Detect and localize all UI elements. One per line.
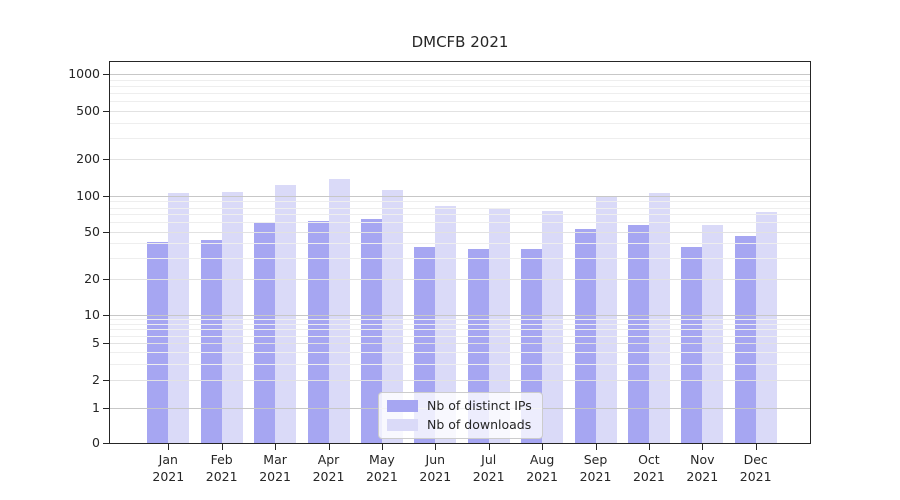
y-tick-200: [103, 159, 109, 160]
year-label: 2021: [472, 468, 505, 484]
month-label: Aug: [529, 452, 555, 467]
bar-nb-of-downloads-nov-2021: [702, 225, 724, 443]
month-label: Apr: [317, 452, 340, 467]
x-tick-label-oct-2021: Oct 2021: [617, 452, 681, 485]
month-label: Oct: [638, 452, 660, 467]
legend-item-nb-of-distinct-ips: Nb of distinct IPs: [387, 398, 532, 413]
y-tick-label-200: 200: [76, 151, 100, 166]
x-tick-nov-2021: [702, 444, 703, 450]
x-tick-feb-2021: [222, 444, 223, 450]
x-tick-mar-2021: [275, 444, 276, 450]
y-tick-100: [103, 196, 109, 197]
year-label: 2021: [739, 468, 772, 484]
x-tick-label-jan-2021: Jan 2021: [136, 452, 200, 485]
month-label: Sep: [583, 452, 608, 467]
month-label: Jul: [481, 452, 497, 467]
y-tick-label-2: 2: [92, 372, 100, 387]
month-label: May: [368, 452, 395, 467]
y-tick-label-0: 0: [92, 435, 100, 450]
x-tick-label-jun-2021: Jun 2021: [403, 452, 467, 485]
bar-nb-of-downloads-sep-2021: [595, 196, 617, 443]
bar-nb-of-downloads-apr-2021: [328, 178, 350, 443]
legend-label-nb-of-downloads: Nb of downloads: [427, 417, 532, 432]
y-tick-label-500: 500: [76, 103, 100, 118]
x-tick-label-nov-2021: Nov 2021: [670, 452, 734, 485]
month-label: Dec: [743, 452, 768, 467]
month-label: Jun: [425, 452, 446, 467]
chart-title: DMCFB 2021: [411, 33, 509, 51]
y-tick-5: [103, 343, 109, 344]
x-tick-sep-2021: [596, 444, 597, 450]
x-tick-dec-2021: [756, 444, 757, 450]
x-tick-label-sep-2021: Sep 2021: [564, 452, 628, 485]
y-tick-label-5: 5: [92, 335, 100, 350]
bar-nb-of-downloads-dec-2021: [755, 212, 777, 443]
y-tick-500: [103, 111, 109, 112]
bar-nb-of-distinct-ips-feb-2021: [200, 239, 222, 443]
bar-nb-of-downloads-feb-2021: [221, 192, 243, 443]
x-tick-label-feb-2021: Feb 2021: [190, 452, 254, 485]
bar-nb-of-distinct-ips-dec-2021: [734, 236, 756, 443]
x-tick-label-may-2021: May 2021: [350, 452, 414, 485]
x-tick-jun-2021: [435, 444, 436, 450]
bar-nb-of-distinct-ips-may-2021: [360, 219, 382, 443]
y-tick-20: [103, 279, 109, 280]
bar-nb-of-distinct-ips-mar-2021: [254, 222, 276, 443]
year-label: 2021: [259, 468, 291, 484]
x-tick-label-jul-2021: Jul 2021: [457, 452, 521, 485]
legend-swatch-nb-of-distinct-ips: [387, 399, 418, 412]
x-tick-label-mar-2021: Mar 2021: [243, 452, 307, 485]
x-tick-aug-2021: [542, 444, 543, 450]
y-tick-2: [103, 380, 109, 381]
bar-nb-of-distinct-ips-jan-2021: [147, 242, 169, 443]
bar-nb-of-distinct-ips-oct-2021: [627, 225, 649, 443]
x-tick-label-apr-2021: Apr 2021: [297, 452, 361, 485]
y-tick-1000: [103, 74, 109, 75]
legend-swatch-nb-of-downloads: [387, 418, 418, 431]
bar-nb-of-distinct-ips-nov-2021: [681, 247, 703, 443]
bar-nb-of-distinct-ips-sep-2021: [574, 228, 596, 443]
y-tick-label-10: 10: [84, 307, 100, 322]
year-label: 2021: [419, 468, 452, 484]
month-label: Feb: [210, 452, 233, 467]
y-tick-label-50: 50: [84, 224, 100, 239]
bar-nb-of-downloads-jul-2021: [488, 208, 510, 443]
y-tick-50: [103, 232, 109, 233]
y-tick-label-20: 20: [84, 271, 100, 286]
legend-label-nb-of-distinct-ips: Nb of distinct IPs: [427, 398, 532, 413]
year-label: 2021: [152, 468, 185, 484]
x-tick-jul-2021: [489, 444, 490, 450]
y-tick-label-1: 1: [92, 400, 100, 415]
y-tick-label-1000: 1000: [68, 66, 100, 81]
x-tick-label-dec-2021: Dec 2021: [724, 452, 788, 485]
x-tick-oct-2021: [649, 444, 650, 450]
x-tick-jan-2021: [168, 444, 169, 450]
y-tick-1: [103, 408, 109, 409]
year-label: 2021: [365, 468, 398, 484]
month-label: Nov: [690, 452, 715, 467]
y-tick-10: [103, 315, 109, 316]
bar-nb-of-distinct-ips-apr-2021: [307, 220, 329, 443]
bar-nb-of-downloads-jan-2021: [168, 193, 190, 443]
month-label: Jan: [158, 452, 178, 467]
x-tick-apr-2021: [329, 444, 330, 450]
month-label: Mar: [263, 452, 287, 467]
bar-nb-of-downloads-oct-2021: [648, 192, 670, 443]
year-label: 2021: [312, 468, 345, 484]
x-tick-label-aug-2021: Aug 2021: [510, 452, 574, 485]
year-label: 2021: [579, 468, 612, 484]
y-tick-0: [103, 443, 109, 444]
year-label: 2021: [686, 468, 719, 484]
bar-nb-of-downloads-aug-2021: [542, 210, 564, 443]
year-label: 2021: [632, 468, 665, 484]
x-tick-may-2021: [382, 444, 383, 450]
legend-item-nb-of-downloads: Nb of downloads: [387, 417, 532, 432]
bar-nb-of-downloads-mar-2021: [275, 184, 297, 443]
year-label: 2021: [205, 468, 238, 484]
y-tick-label-100: 100: [76, 188, 100, 203]
legend: Nb of distinct IPs Nb of downloads: [378, 392, 543, 439]
bar-nb-of-downloads-may-2021: [381, 189, 403, 443]
year-label: 2021: [526, 468, 558, 484]
